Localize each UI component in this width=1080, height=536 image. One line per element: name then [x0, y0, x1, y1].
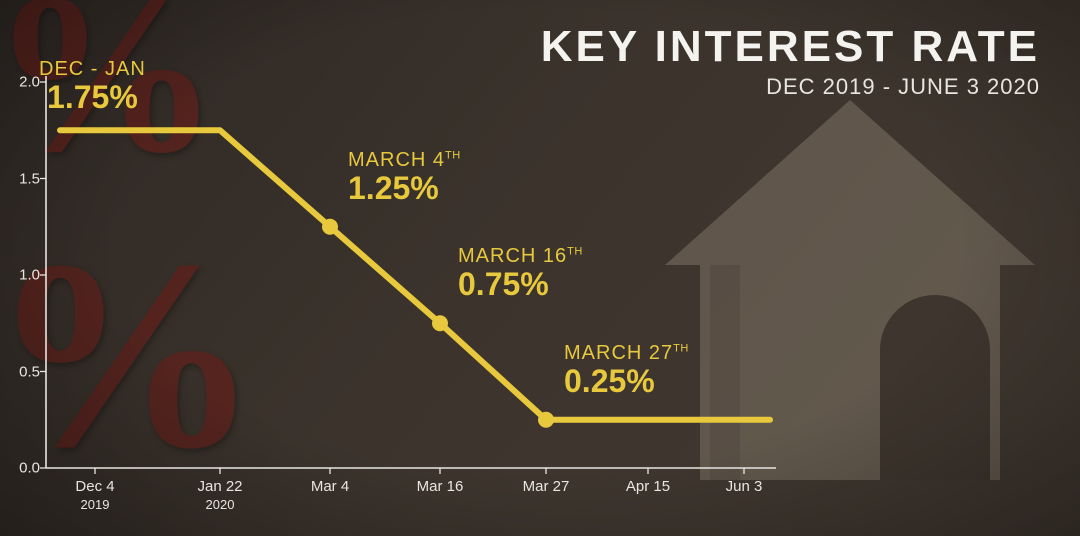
annotation-date: MARCH 16TH: [458, 245, 583, 267]
annotation-value: 0.75%: [458, 267, 583, 302]
y-axis-tick-label: 0.0: [6, 460, 40, 477]
x-axis-tick-label: Mar 16: [417, 478, 464, 497]
y-axis-tick-label: 2.0: [6, 74, 40, 91]
y-axis-tick-label: 0.5: [6, 363, 40, 380]
x-axis-tick-label: Mar 27: [523, 478, 570, 497]
x-axis-tick-label: Apr 15: [626, 478, 670, 497]
annotation-date: MARCH 27TH: [564, 342, 689, 364]
y-axis-tick-label: 1.0: [6, 267, 40, 284]
data-point-annotation: MARCH 4TH1.25%: [348, 149, 461, 206]
x-axis-tick-label: Jun 3: [726, 478, 763, 497]
annotation-value: 1.75%: [39, 80, 146, 115]
y-axis-tick-label: 1.5: [6, 170, 40, 187]
data-point-annotation: MARCH 16TH0.75%: [458, 245, 583, 302]
chart-stage: %% KEY INTEREST RATE DEC 2019 - JUNE 3 2…: [0, 0, 1080, 536]
x-axis-tick-label: Jan 222020: [197, 478, 242, 513]
data-point-annotation: DEC - JAN1.75%: [39, 58, 146, 115]
annotation-date: MARCH 4TH: [348, 149, 461, 171]
annotation-value: 0.25%: [564, 364, 689, 399]
x-axis-tick-label: Mar 4: [311, 478, 349, 497]
annotation-date: DEC - JAN: [39, 58, 146, 80]
data-point-annotation: MARCH 27TH0.25%: [564, 342, 689, 399]
annotation-value: 1.25%: [348, 171, 461, 206]
x-axis-tick-label: Dec 42019: [75, 478, 114, 513]
